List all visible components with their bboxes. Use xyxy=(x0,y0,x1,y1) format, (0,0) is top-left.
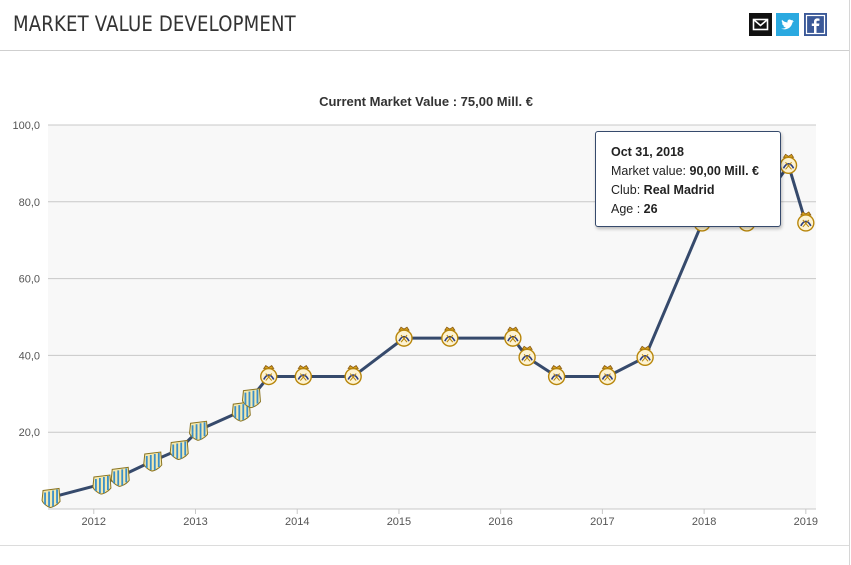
tooltip-age-row: Age : 26 xyxy=(611,200,780,219)
y-tick-label: 40,0 xyxy=(19,350,40,362)
real-madrid-crest-marker xyxy=(598,364,617,386)
real-madrid-crest-marker xyxy=(294,364,313,386)
twitter-share-icon[interactable] xyxy=(776,13,799,36)
tooltip-market-value-label: Market value: xyxy=(611,164,687,178)
panel-title: MARKET VALUE DEVELOPMENT xyxy=(13,12,296,36)
y-tick-label: 60,0 xyxy=(19,274,40,286)
x-tick-label: 2013 xyxy=(183,516,207,528)
real-madrid-crest-marker xyxy=(344,364,362,386)
panel-footer-divider xyxy=(0,545,849,546)
real-madrid-crest-marker xyxy=(260,364,278,386)
real-madrid-crest-marker xyxy=(547,364,566,386)
tooltip-market-value: 90,00 Mill. € xyxy=(689,164,759,178)
malaga-crest-marker xyxy=(143,451,163,472)
tooltip-club-label: Club: xyxy=(611,183,641,197)
x-tick-label: 2015 xyxy=(387,516,411,528)
real-madrid-crest-marker xyxy=(797,211,815,232)
tooltip-date: Oct 31, 2018 xyxy=(611,145,684,159)
mail-share-icon[interactable] xyxy=(749,13,772,36)
malaga-crest-marker xyxy=(231,401,251,422)
chart-title: Current Market Value : 75,00 Mill. € xyxy=(319,94,533,109)
y-tick-label: 20,0 xyxy=(19,427,40,439)
x-tick-label: 2019 xyxy=(794,516,818,528)
y-tick-label: 80,0 xyxy=(19,197,40,209)
real-madrid-crest-marker xyxy=(636,345,654,367)
malaga-crest-marker xyxy=(41,487,61,508)
malaga-crest-marker xyxy=(241,388,261,409)
tooltip-market-value-row: Market value: 90,00 Mill. € xyxy=(611,162,780,181)
real-madrid-crest-marker xyxy=(395,326,413,347)
x-tick-label: 2016 xyxy=(488,516,512,528)
chart-tooltip: Oct 31, 2018 Market value: 90,00 Mill. €… xyxy=(595,131,781,227)
market-value-chart: Current Market Value : 75,00 Mill. € 20,0… xyxy=(12,94,818,528)
malaga-crest-marker xyxy=(92,474,112,495)
x-tick-label: 2018 xyxy=(692,516,716,528)
x-tick-label: 2017 xyxy=(590,516,614,528)
series-line xyxy=(50,163,808,499)
panel-header: MARKET VALUE DEVELOPMENT xyxy=(0,0,849,51)
malaga-crest-marker xyxy=(169,439,189,460)
tooltip-club: Real Madrid xyxy=(643,183,715,197)
y-tick-label: 100,0 xyxy=(12,120,40,132)
x-tick-label: 2012 xyxy=(82,516,106,528)
facebook-share-icon[interactable] xyxy=(804,13,827,36)
real-madrid-crest-marker xyxy=(441,326,459,347)
malaga-crest-marker xyxy=(110,466,130,487)
real-madrid-crest-marker xyxy=(518,345,536,367)
tooltip-age: 26 xyxy=(643,202,658,216)
malaga-crest-marker xyxy=(189,420,209,441)
tooltip-club-row: Club: Real Madrid xyxy=(611,181,780,200)
tooltip-age-label: Age : xyxy=(611,202,641,216)
x-tick-label: 2014 xyxy=(285,516,309,528)
real-madrid-crest-marker xyxy=(504,326,522,347)
